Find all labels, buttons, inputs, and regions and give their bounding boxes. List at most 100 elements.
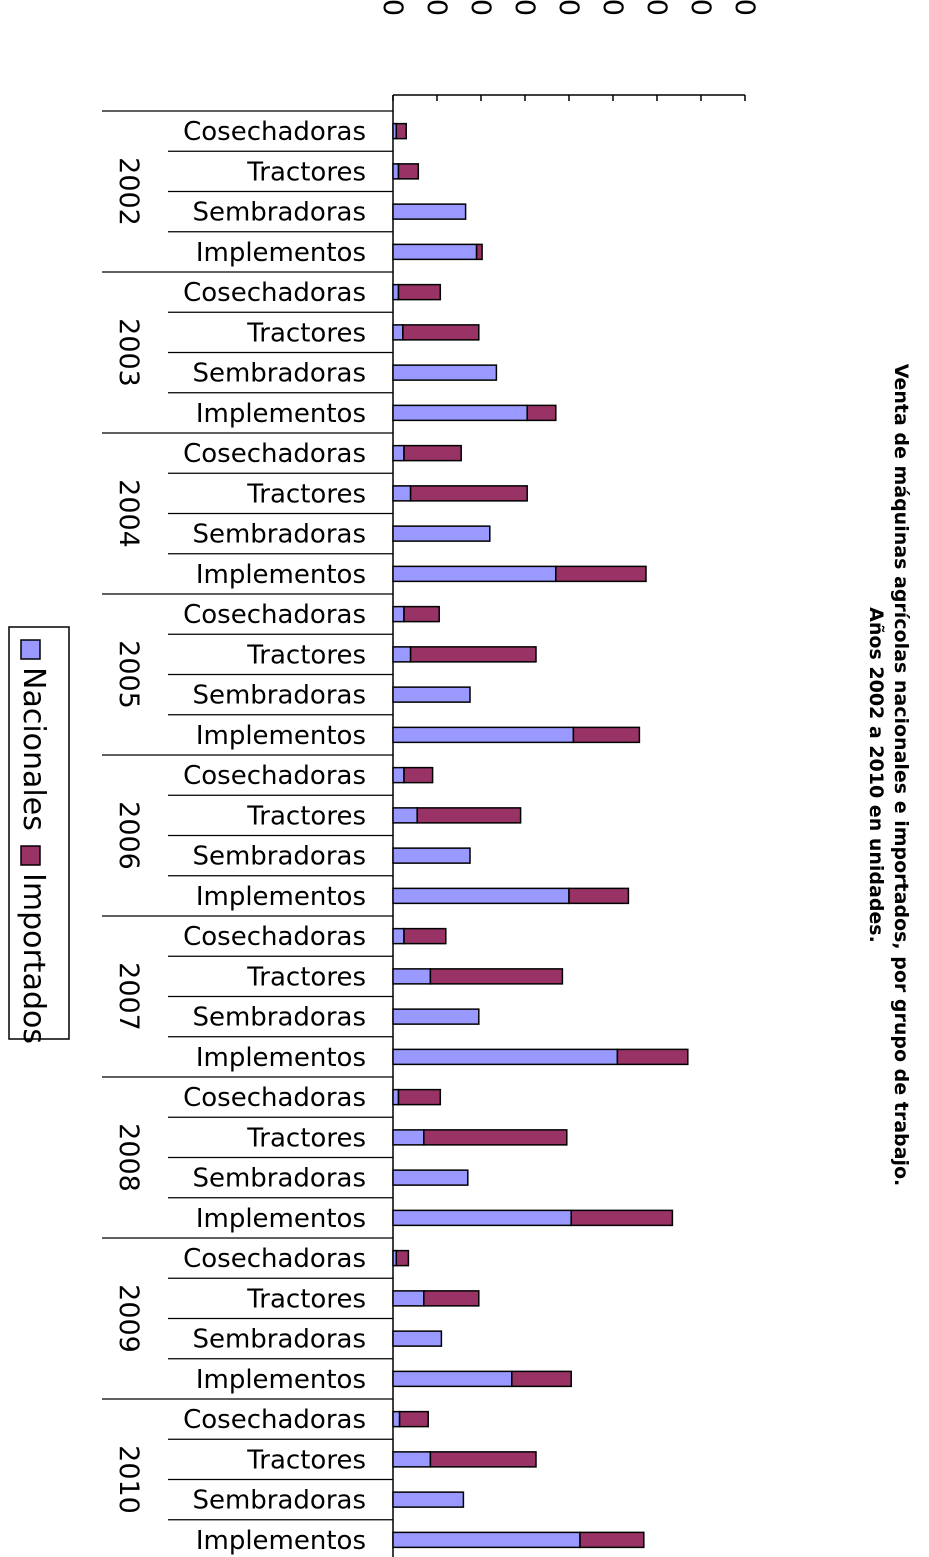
bar-nacionales bbox=[392, 565, 557, 583]
legend-label-importados: Importados bbox=[16, 873, 51, 1044]
bar-nacionales bbox=[392, 163, 400, 180]
bar-nacionales bbox=[392, 766, 405, 784]
labels-layer: 2002 Cosechadoras Tractores Sembradoras Impl… bbox=[113, 117, 366, 1556]
category-label: Cosechadoras bbox=[183, 117, 366, 147]
bar-importados bbox=[409, 646, 537, 663]
category-label: Sembradoras bbox=[192, 1164, 366, 1194]
category-label: Cosechadoras bbox=[183, 439, 366, 469]
category-label: Cosechadoras bbox=[183, 600, 366, 630]
legend-swatch-nacionales bbox=[20, 639, 41, 660]
category-label: Tractores bbox=[246, 1445, 366, 1475]
bar-importados bbox=[409, 485, 528, 502]
bar-nacionales bbox=[392, 1169, 469, 1186]
year-label: 2010 bbox=[113, 1445, 144, 1514]
category-label: Sembradoras bbox=[192, 681, 366, 711]
category-label: Cosechadoras bbox=[183, 1244, 366, 1274]
category-label: Sembradoras bbox=[192, 1486, 366, 1516]
bar-importados bbox=[616, 1048, 689, 1066]
bar-nacionales bbox=[392, 686, 471, 703]
bar-importados bbox=[526, 404, 557, 422]
bar-nacionales bbox=[392, 1209, 572, 1227]
chart-title: Venta de máquinas agrícolas nacionales e… bbox=[865, 364, 912, 1186]
category-label: Tractores bbox=[246, 962, 366, 992]
category-label: Sembradoras bbox=[192, 198, 366, 228]
bar-nacionales bbox=[392, 404, 528, 422]
tick-label: 14000 bbox=[685, 0, 716, 16]
category-label: Cosechadoras bbox=[183, 761, 366, 791]
category-label: Sembradoras bbox=[192, 1003, 366, 1033]
bar-importados bbox=[423, 1129, 568, 1146]
bar-importados bbox=[397, 163, 420, 180]
chart-title-line-1: Venta de máquinas agrícolas nacionales e… bbox=[890, 364, 912, 1186]
category-label: Implementos bbox=[196, 882, 366, 912]
bar-nacionales bbox=[392, 1370, 513, 1388]
bar-importados bbox=[423, 1290, 480, 1307]
category-label: Implementos bbox=[196, 1043, 366, 1073]
bar-nacionales bbox=[392, 1330, 443, 1347]
bar-nacionales bbox=[392, 807, 418, 824]
bar-importados bbox=[568, 887, 630, 905]
bar-nacionales bbox=[392, 927, 405, 945]
category-label: Cosechadoras bbox=[183, 278, 366, 308]
category-label: Cosechadoras bbox=[183, 1083, 366, 1113]
year-label: 2003 bbox=[113, 318, 144, 387]
category-label: Implementos bbox=[196, 1204, 366, 1234]
bar-nacionales bbox=[392, 887, 570, 905]
bar-nacionales bbox=[392, 1531, 581, 1549]
bar-importados bbox=[475, 243, 483, 261]
year-label: 2009 bbox=[113, 1284, 144, 1353]
bar-nacionales bbox=[392, 1290, 425, 1307]
bar-nacionales bbox=[392, 646, 412, 663]
bar-nacionales bbox=[392, 324, 404, 341]
category-label: Tractores bbox=[246, 318, 366, 348]
category-label: Cosechadoras bbox=[183, 1405, 366, 1435]
tick-label: 12000 bbox=[641, 0, 672, 16]
category-label: Sembradoras bbox=[192, 842, 366, 872]
bar-importados bbox=[403, 444, 462, 462]
axis-layer: 0 2000 4000 6000 8000 10000 12000 14000 16000 bbox=[102, 0, 760, 1557]
tick-label: 16000 bbox=[729, 0, 760, 16]
category-label: Implementos bbox=[196, 560, 366, 590]
tick-label: 0 bbox=[377, 0, 408, 16]
category-label: Tractores bbox=[246, 640, 366, 670]
year-label: 2008 bbox=[113, 1123, 144, 1192]
category-label: Tractores bbox=[246, 479, 366, 509]
tick-label: 4000 bbox=[465, 0, 496, 16]
bar-nacionales bbox=[392, 364, 498, 381]
bar-importados bbox=[555, 565, 647, 583]
category-label: Sembradoras bbox=[192, 1325, 366, 1355]
bar-nacionales bbox=[392, 283, 400, 301]
year-label: 2005 bbox=[113, 640, 144, 709]
category-label: Tractores bbox=[246, 157, 366, 187]
bar-nacionales bbox=[392, 726, 575, 744]
year-label: 2004 bbox=[113, 479, 144, 548]
bar-importados bbox=[579, 1531, 645, 1549]
legend: Nacionales Importados bbox=[8, 626, 70, 1044]
bar-nacionales bbox=[392, 525, 491, 542]
tick-label: 8000 bbox=[553, 0, 584, 16]
bar-nacionales bbox=[392, 1048, 619, 1066]
category-label: Sembradoras bbox=[192, 520, 366, 550]
bar-nacionales bbox=[392, 1491, 465, 1508]
bar-nacionales bbox=[392, 444, 405, 462]
year-label: 2002 bbox=[113, 157, 144, 226]
bar-nacionales bbox=[392, 1008, 480, 1025]
bar-importados bbox=[403, 766, 434, 784]
category-label: Implementos bbox=[196, 1365, 366, 1395]
bar-nacionales bbox=[392, 1410, 401, 1428]
category-label: Tractores bbox=[246, 801, 366, 831]
bar-nacionales bbox=[392, 1451, 432, 1468]
chart-title-line-2: Años 2002 a 2010 en unidades. bbox=[865, 607, 887, 943]
bar-nacionales bbox=[392, 1088, 400, 1106]
category-label: Tractores bbox=[246, 1123, 366, 1153]
category-label: Implementos bbox=[196, 399, 366, 429]
bar-nacionales bbox=[392, 968, 432, 985]
bar-importados bbox=[429, 968, 564, 985]
bar-nacionales bbox=[392, 203, 467, 220]
bar-importados bbox=[397, 1088, 442, 1106]
category-label: Cosechadoras bbox=[183, 922, 366, 952]
bars-layer bbox=[392, 122, 689, 1549]
category-label: Sembradoras bbox=[192, 359, 366, 389]
bar-importados bbox=[416, 807, 522, 824]
